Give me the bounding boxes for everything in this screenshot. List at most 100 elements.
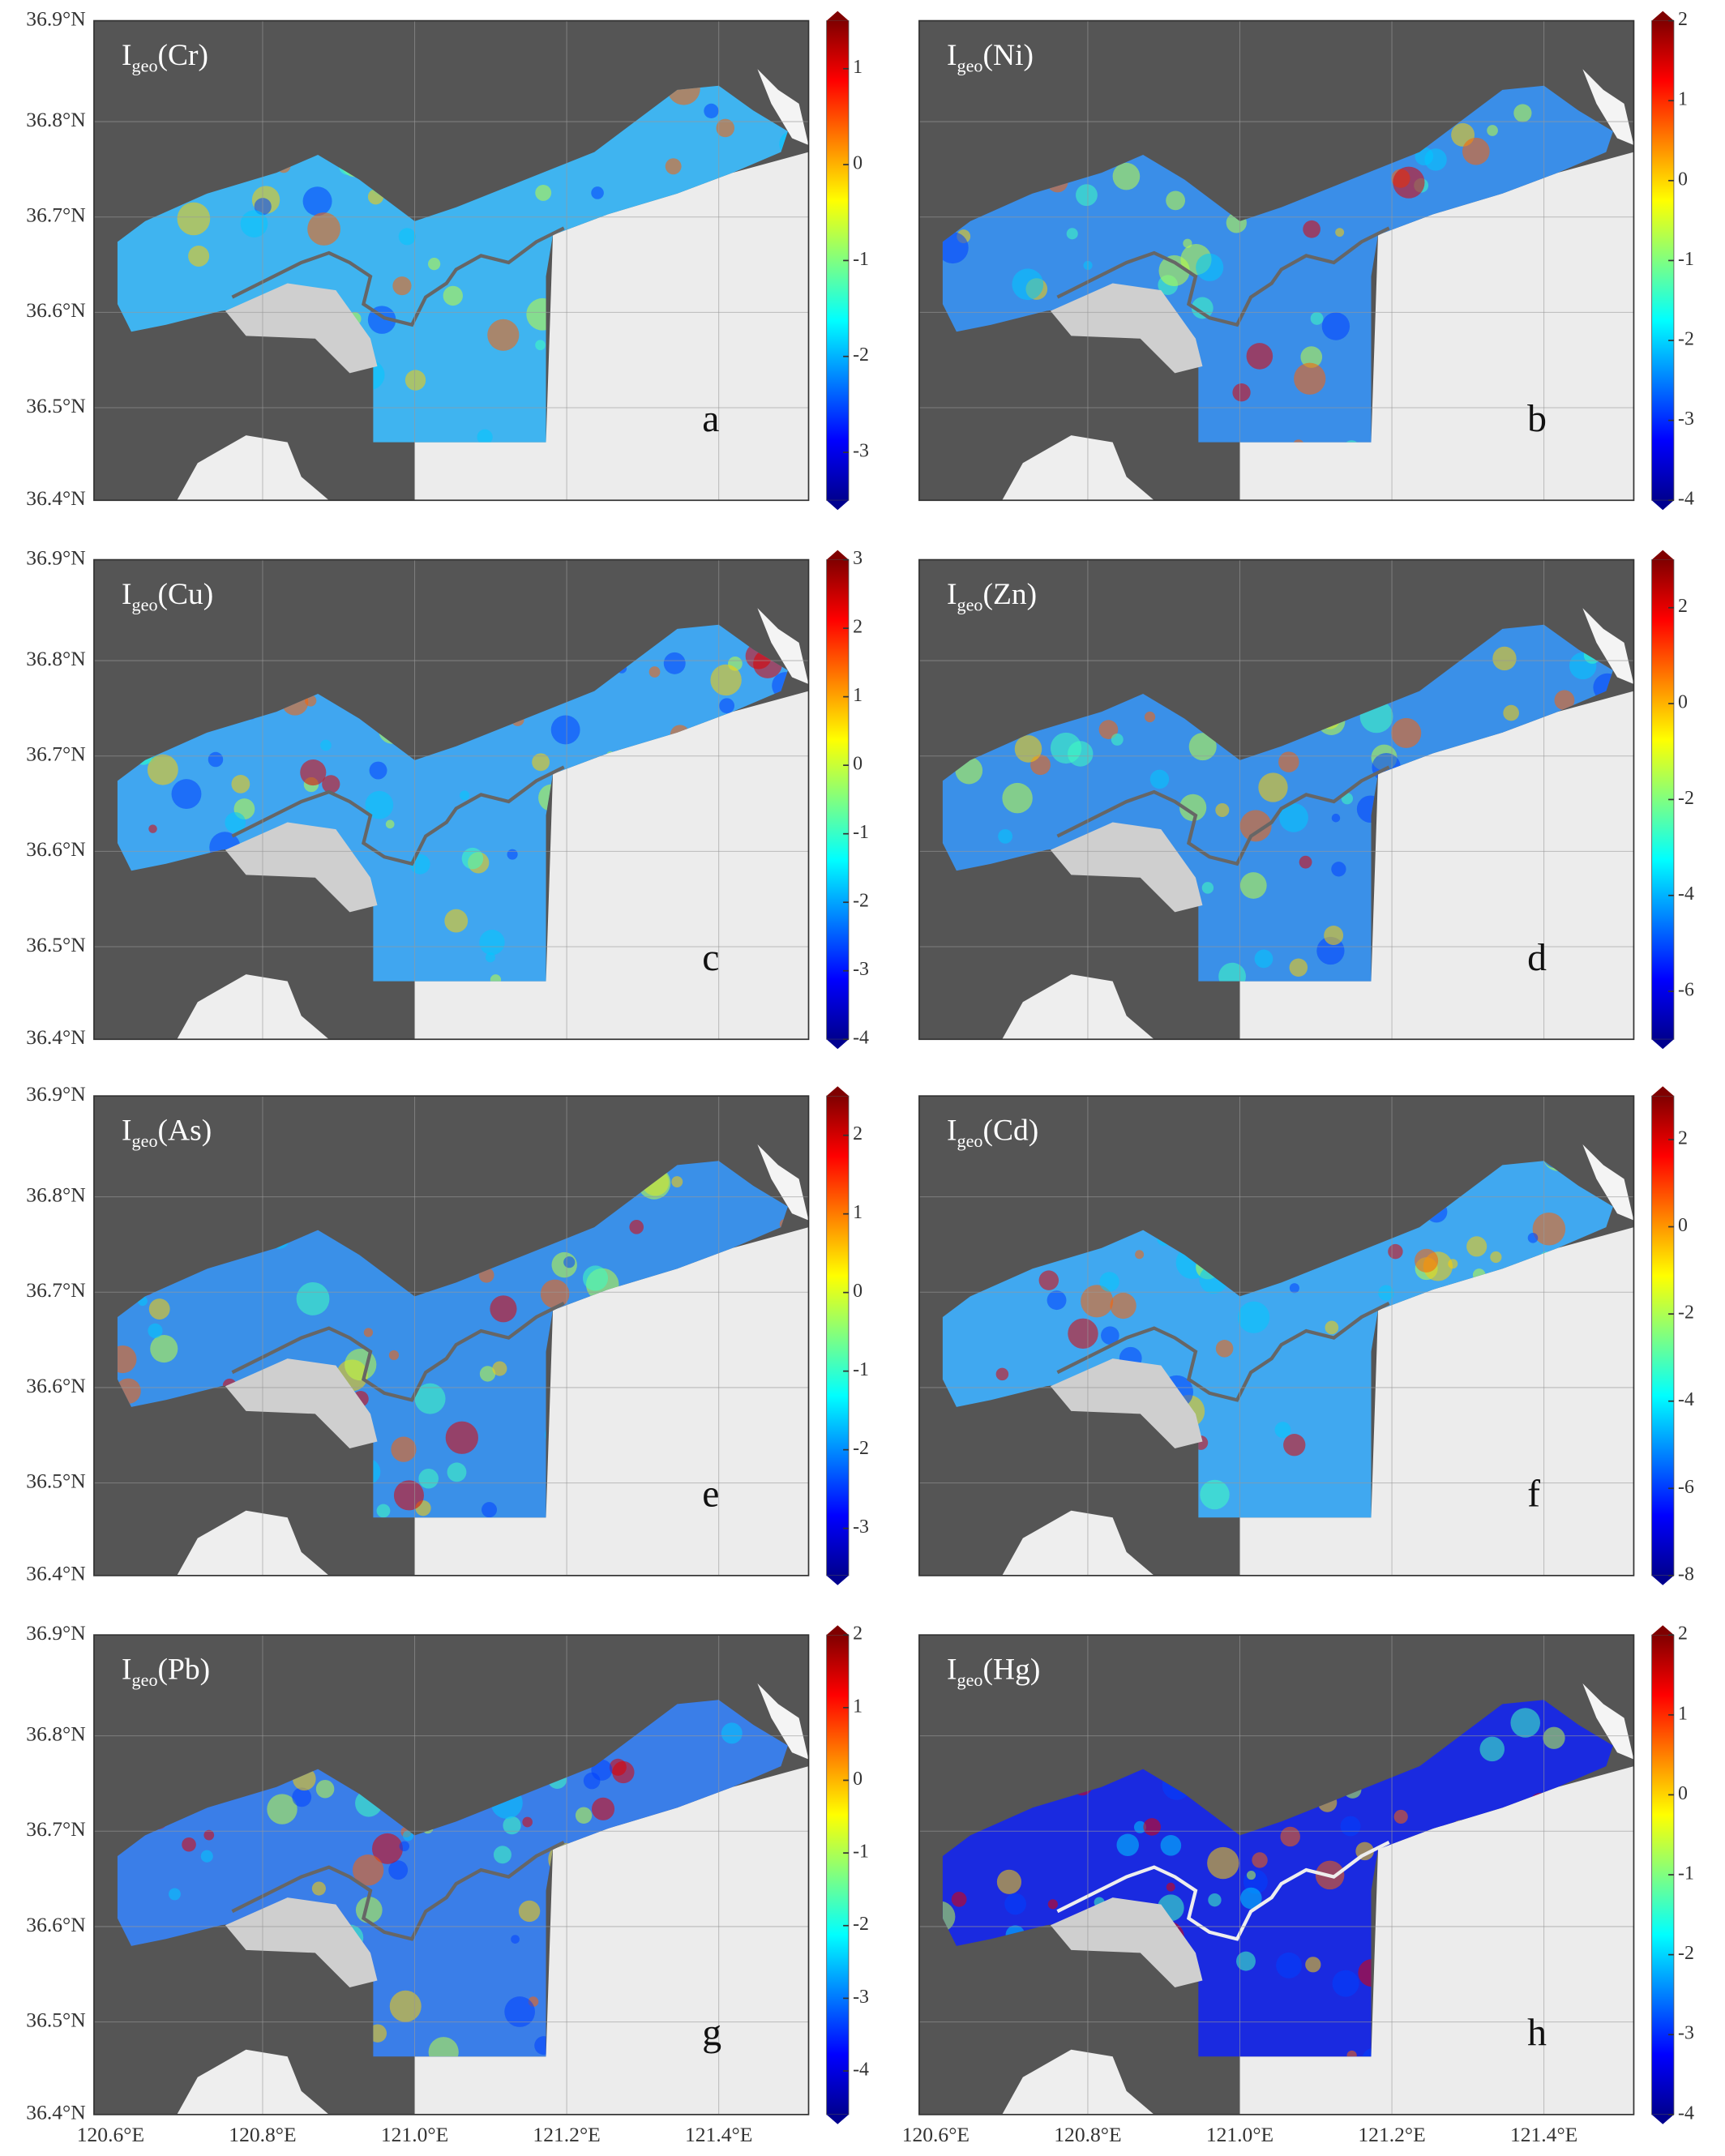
colorbar-label: -4 (853, 2060, 869, 2081)
hotspot (292, 1787, 312, 1807)
hotspot (1166, 190, 1186, 211)
hotspot (460, 790, 470, 801)
hotspot (188, 245, 210, 267)
hotspot (352, 1854, 384, 1886)
land (414, 152, 809, 501)
land (414, 1227, 809, 1576)
hotspot (1196, 253, 1224, 281)
lat-label: 36.7°N (26, 203, 85, 227)
hotspot (1246, 343, 1273, 370)
hotspot (363, 1328, 374, 1337)
hotspot (1492, 646, 1517, 671)
land (1582, 608, 1634, 685)
lat-label: 36.5°N (26, 1469, 85, 1492)
panel-letter: e (702, 1473, 719, 1516)
colorbar-label: 3 (853, 548, 862, 569)
colorbar-label: 1 (1678, 1703, 1688, 1724)
coastline (1056, 226, 1390, 327)
hotspot (1232, 383, 1251, 402)
lat-label: 36.6°N (26, 837, 85, 861)
hotspot (240, 210, 268, 237)
colorbar-label: 0 (853, 1769, 862, 1790)
hotspot (1503, 704, 1519, 721)
lat-label: 36.5°N (26, 2008, 85, 2031)
lat-label: 36.8°N (26, 108, 85, 131)
hotspot (302, 186, 332, 216)
lon-label: 120.8°E (229, 2123, 296, 2146)
lat-label: 36.6°N (26, 1913, 85, 1936)
panel-letter: c (702, 936, 719, 979)
hotspot (1294, 362, 1326, 395)
hotspot (1487, 125, 1498, 136)
colorbar-label: -1 (853, 1359, 869, 1380)
colorbar-label: -1 (853, 822, 869, 843)
hotspot (540, 1279, 570, 1309)
lat-label: 36.4°N (26, 1025, 85, 1049)
colorbar-arrow (826, 1575, 849, 1585)
sediment-field (117, 85, 788, 443)
colorbar (826, 559, 850, 1040)
colorbar-label: -3 (1678, 2023, 1694, 2044)
title-part: I (947, 578, 957, 611)
map-frame (918, 1095, 1635, 1576)
lat-label: 36.9°N (26, 1621, 85, 1645)
lon-label: 121.0°E (381, 2123, 448, 2146)
colorbar-arrow (826, 1086, 849, 1097)
hotspot (1490, 1251, 1502, 1264)
hotspot (719, 698, 735, 714)
island (1050, 283, 1203, 374)
title-part: geo (957, 1131, 983, 1151)
colorbar-arrow (1651, 2114, 1674, 2124)
hotspot (1258, 772, 1288, 802)
colorbar-label: 2 (853, 1623, 862, 1645)
hotspot (995, 1367, 1009, 1381)
island (225, 1358, 378, 1448)
hotspot (716, 118, 735, 138)
colorbar-label: -3 (853, 441, 869, 462)
sediment-field (117, 624, 788, 982)
hotspot (169, 1888, 181, 1901)
coastline (1056, 765, 1390, 866)
hotspot (1466, 1236, 1487, 1257)
hotspot (307, 212, 340, 246)
hotspot (203, 1829, 215, 1841)
hotspot (1246, 1870, 1256, 1880)
hotspot (300, 759, 327, 786)
hotspot (1300, 346, 1323, 368)
sediment-field (942, 85, 1613, 443)
colorbar-label: -2 (1678, 1303, 1694, 1324)
lon-label: 121.2°E (533, 2123, 600, 2146)
colorbar-label: 1 (853, 57, 862, 78)
hotspot (1099, 1272, 1119, 1292)
title-part: geo (957, 1670, 983, 1690)
hotspot (1149, 769, 1170, 789)
hotspot (320, 739, 332, 751)
hotspot (575, 1807, 593, 1824)
land (1002, 974, 1154, 1040)
hotspot (1081, 1285, 1114, 1318)
colorbar-label: -4 (1678, 1389, 1694, 1410)
lon-label: 120.8°E (1054, 2123, 1121, 2146)
hotspot (1388, 1243, 1403, 1260)
hotspot (665, 158, 682, 175)
hotspot (1346, 2050, 1357, 2057)
hotspot (393, 1480, 424, 1511)
hotspot (1215, 802, 1230, 818)
island (1050, 1358, 1203, 1448)
land (757, 69, 809, 146)
land (1002, 2049, 1154, 2115)
hotspot (1160, 1835, 1182, 1856)
hotspot (1254, 949, 1273, 969)
lat-label: 36.4°N (26, 1562, 85, 1585)
colorbar-arrow (1651, 1086, 1674, 1097)
map-panel: Igeo(Cd) f (918, 1095, 1635, 1576)
colorbar-label: 2 (1678, 1127, 1688, 1149)
hotspot (182, 1837, 196, 1852)
hotspot (225, 811, 246, 833)
hotspot (1289, 1283, 1299, 1294)
colorbar-label: -2 (1678, 329, 1694, 350)
island (1050, 822, 1203, 913)
hotspot (1012, 268, 1044, 301)
hotspot (1135, 1250, 1145, 1260)
